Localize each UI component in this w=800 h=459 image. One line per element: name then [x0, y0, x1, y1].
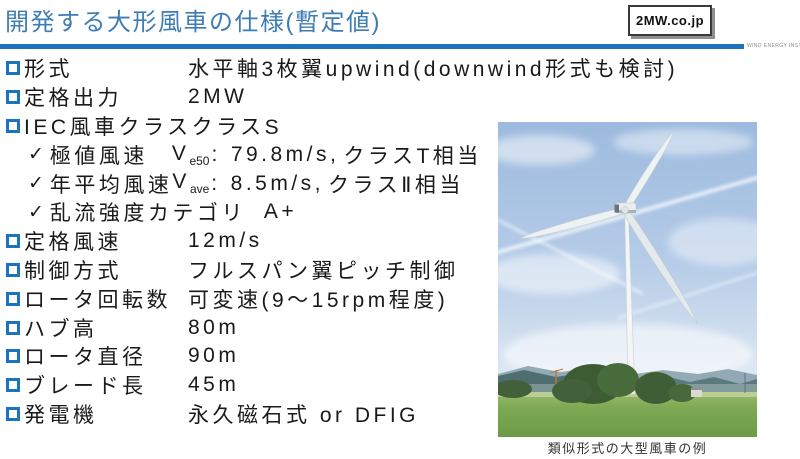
spec-row-control: 制御方式 フルスパン翼ピッチ制御 — [6, 256, 506, 285]
spec-value: 12m/s — [188, 229, 263, 253]
spec-list: 形式 水平軸3枚翼upwind(downwind形式も検討) 定格出力 2MW … — [6, 54, 675, 429]
spec-row-iec-class: IEC風車クラス クラスS — [6, 112, 506, 141]
spec-subrow-turbulence: ✓ 乱流強度カテゴリ A+ — [6, 198, 506, 227]
spec-subrow-mean-wind: ✓ 年平均風速 Vave : 8.5m/s, クラスⅡ相当 — [6, 169, 506, 198]
spec-value: 水平軸3枚翼upwind(downwind形式も検討) — [188, 58, 679, 82]
turbine-photo — [485, 122, 778, 437]
square-bullet-icon — [6, 118, 20, 133]
spec-value: 8.5m/s, — [230, 171, 324, 195]
spec-label: 定格出力 — [24, 87, 122, 111]
wind-turbine — [518, 130, 698, 395]
spec-value: 2MW — [188, 85, 248, 109]
spec-value: A+ — [263, 200, 298, 224]
spec-row-rotor-diameter: ロータ直径 90m — [6, 342, 506, 371]
check-icon: ✓ — [28, 201, 44, 223]
square-bullet-icon — [6, 349, 20, 364]
square-bullet-icon — [6, 234, 20, 249]
spec-value: 90m — [188, 344, 240, 368]
spec-label: 定格風速 — [24, 231, 122, 255]
spec-note: クラスⅡ相当 — [328, 173, 464, 197]
spec-subrow-extreme-wind: ✓ 極値風速 Ve50 : 79.8m/s, クラスT相当 — [6, 140, 506, 169]
spec-label: ハブ高 — [24, 317, 98, 341]
spec-label: 発電機 — [24, 403, 98, 427]
square-bullet-icon — [6, 320, 20, 335]
spec-label: 乱流強度カテゴリ — [49, 202, 246, 226]
spec-row-rated-output: 定格出力 2MW — [6, 83, 506, 112]
square-bullet-icon — [6, 291, 20, 306]
spec-value: 永久磁石式 or DFIG — [188, 403, 420, 427]
spec-value: フルスパン翼ピッチ制御 — [188, 259, 459, 283]
square-bullet-icon — [6, 378, 20, 393]
turbine-blade-up — [624, 130, 675, 209]
spec-label: 極値風速 — [49, 144, 148, 168]
shed — [691, 389, 702, 397]
spec-row-rotor-speed: ロータ回転数 可変速(9〜15rpm程度) — [6, 284, 506, 313]
spec-value: 79.8m/s, — [230, 142, 340, 166]
colon: : — [211, 171, 221, 195]
page-title: 開発する大形風車の仕様(暫定値) — [5, 9, 381, 36]
spec-value: 45m — [188, 373, 240, 397]
spec-label: IEC風車クラス — [24, 116, 192, 139]
square-bullet-icon — [6, 406, 20, 421]
turbine-photo-art — [485, 122, 778, 437]
turbine-blade-down — [623, 211, 698, 324]
nacelle-front — [614, 204, 619, 213]
spec-row-rated-wind: 定格風速 12m/s — [6, 227, 506, 256]
check-icon: ✓ — [28, 173, 44, 195]
square-bullet-icon — [6, 90, 20, 105]
square-bullet-icon — [6, 262, 20, 277]
turbine-hub — [621, 206, 629, 214]
spec-label: 形式 — [24, 58, 73, 82]
spec-note: クラスT相当 — [343, 144, 482, 168]
spec-label: 年平均風速 — [49, 173, 173, 197]
org-name: WIND ENERGY INSTI — [747, 43, 800, 49]
spec-label: ブレード長 — [24, 375, 147, 399]
photo-caption: 類似形式の大型風車の例 — [547, 441, 708, 456]
wind-speed-symbol: Ve50 — [171, 141, 210, 168]
colon: : — [211, 142, 221, 166]
spec-label: ロータ回転数 — [24, 288, 171, 312]
spec-row-type: 形式 水平軸3枚翼upwind(downwind形式も検討) — [6, 54, 675, 83]
spec-label: ロータ直径 — [24, 346, 147, 370]
square-bullet-icon — [6, 61, 20, 76]
check-icon: ✓ — [28, 144, 44, 166]
wind-speed-symbol: Vave — [172, 170, 210, 197]
turbine-blade-left — [518, 207, 623, 240]
spec-row-generator: 発電機 永久磁石式 or DFIG — [6, 400, 506, 429]
spec-label: 制御方式 — [24, 259, 122, 283]
title-divider — [0, 44, 744, 49]
spec-value: クラスS — [191, 116, 283, 139]
trees — [494, 363, 746, 404]
spec-row-hub-height: ハブ高 80m — [6, 313, 506, 342]
field — [498, 392, 757, 437]
logo-text: 2MW.co.jp — [635, 13, 705, 28]
spec-row-blade-length: ブレード長 45m — [6, 371, 506, 400]
spec-value: 80m — [188, 315, 240, 339]
spec-value: 可変速(9〜15rpm程度) — [188, 288, 449, 312]
logo-2mw: 2MW.co.jp — [628, 5, 712, 36]
